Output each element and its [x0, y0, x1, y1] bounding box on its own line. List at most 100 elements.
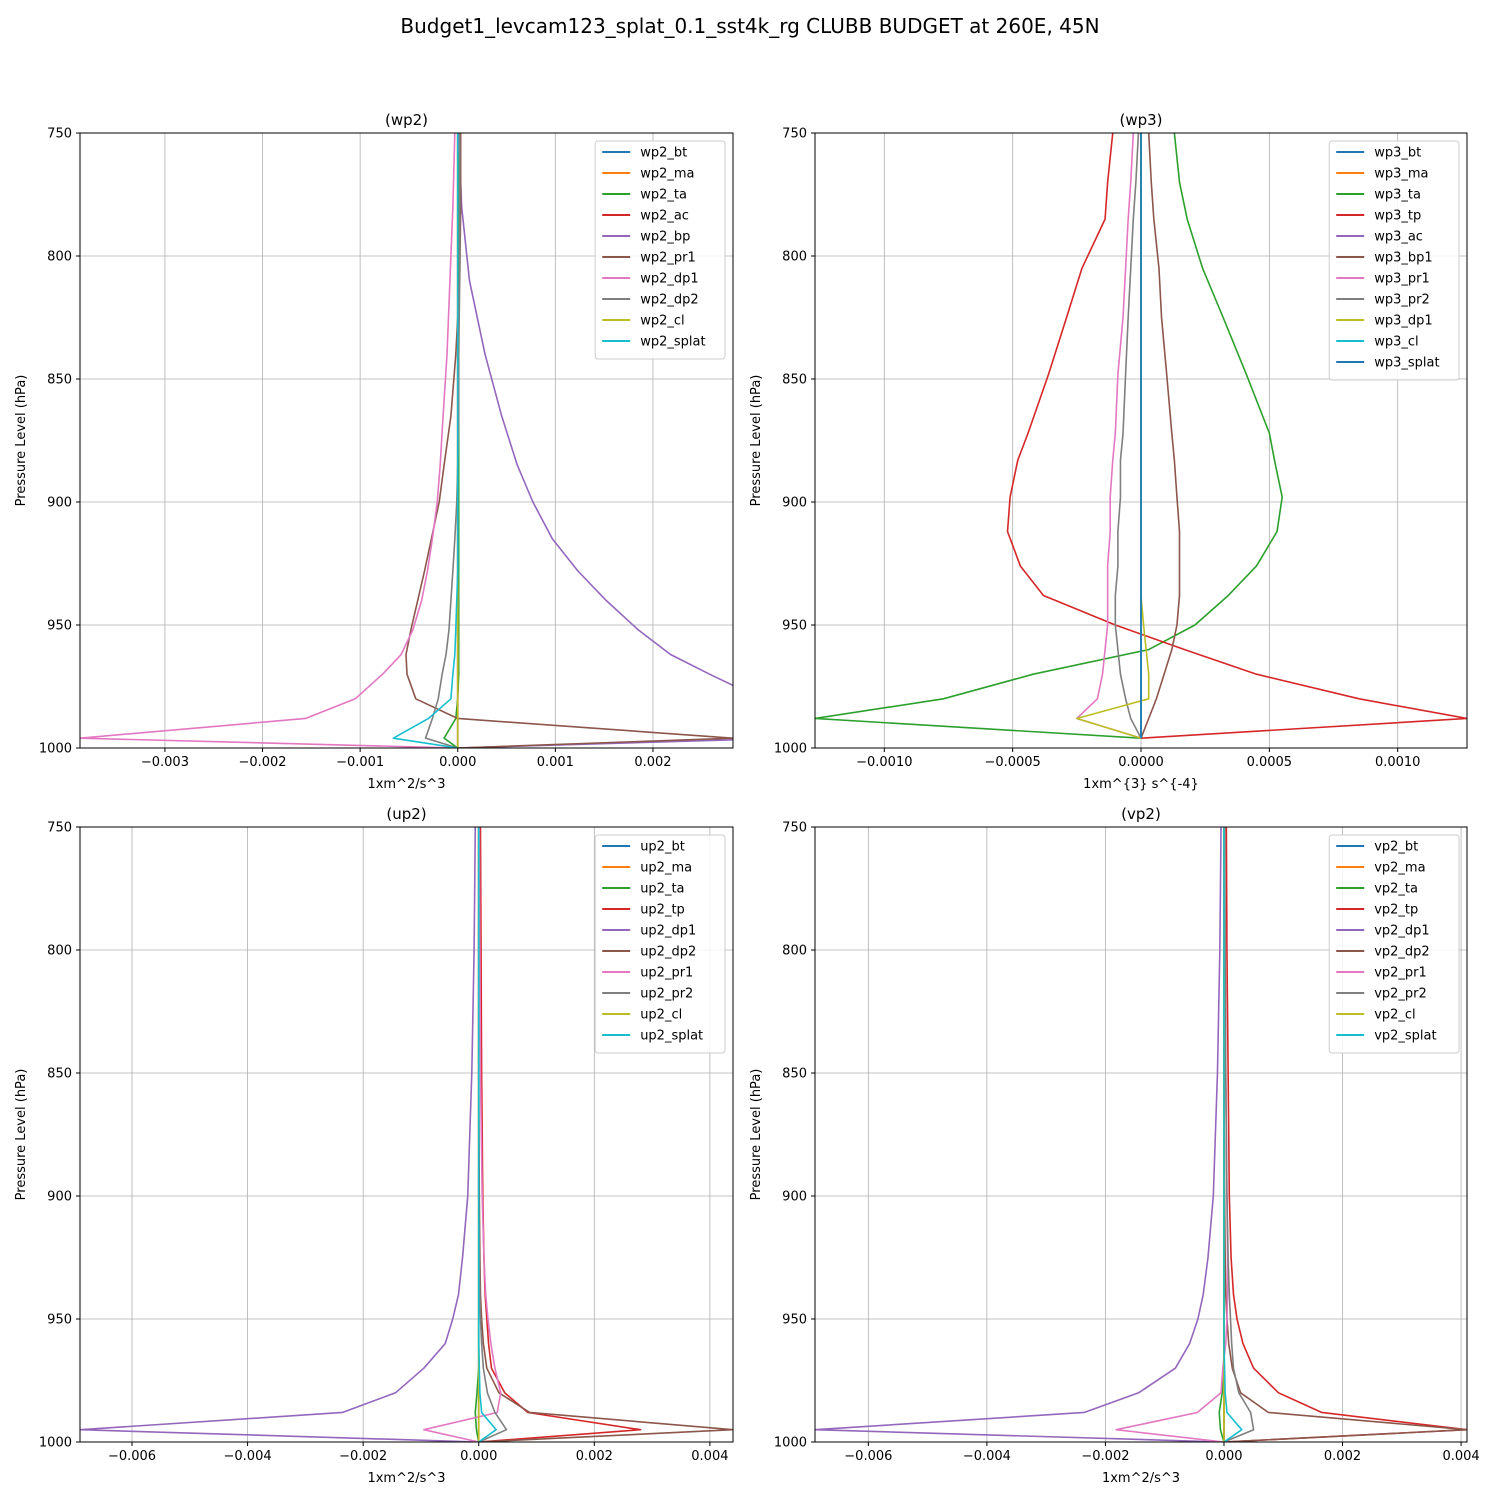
legend-label: wp3_dp1	[1374, 314, 1432, 329]
x-tick-label: −0.004	[963, 1449, 1011, 1464]
legend-label: up2_cl	[640, 1008, 682, 1023]
y-tick-label: 850	[782, 1067, 807, 1082]
series-line-vp2_tp	[1223, 827, 1467, 1442]
y-tick-label: 1000	[774, 1436, 807, 1451]
legend: wp3_bt wp3_ma wp3_ta wp3_tp wp3_ac wp3_bp1 wp3…	[1328, 140, 1460, 381]
x-tick-label: 0.000	[1205, 1449, 1242, 1464]
legend-label: wp3_ta	[1374, 188, 1421, 203]
legend: wp2_bt wp2_ma wp2_ta wp2_ac wp2_bp wp2_pr1 wp2…	[594, 140, 726, 360]
legend-label: wp2_bt	[640, 146, 687, 161]
y-tick-label: 750	[47, 821, 72, 836]
x-tick-label: −0.0010	[856, 755, 912, 770]
legend-label: wp3_ma	[1374, 167, 1428, 182]
figure-title: Budget1_levcam123_splat_0.1_sst4k_rg CLU…	[400, 14, 1100, 38]
legend-label: vp2_dp2	[1374, 945, 1430, 960]
series-group	[815, 827, 1467, 1442]
legend-label: vp2_tp	[1374, 903, 1418, 918]
legend: vp2_bt vp2_ma vp2_ta vp2_tp vp2_dp1 vp2_dp2vp…	[1328, 834, 1460, 1054]
legend-label: wp3_pr2	[1374, 293, 1430, 308]
axes-frame	[814, 826, 1468, 1443]
legend-label: up2_ta	[640, 882, 684, 897]
y-tick-label: 850	[782, 373, 807, 388]
series-line-vp2_pr2	[1223, 827, 1255, 1442]
legend-label: up2_pr2	[640, 987, 693, 1002]
x-tick-label: 0.0010	[1375, 755, 1421, 770]
x-tick-label: −0.002	[339, 1449, 387, 1464]
legend-label: wp3_ac	[1374, 230, 1423, 245]
legend-label: wp2_pr1	[640, 251, 696, 266]
x-tick-label: −0.002	[238, 755, 286, 770]
subplot-1: −0.003 −0.002 −0.001 0.000 0.001 0.002 750 800 8…	[14, 111, 734, 792]
legend-label: wp2_ma	[640, 167, 694, 182]
series-line-wp3_dp1	[1076, 133, 1150, 739]
x-tick-label: −0.006	[108, 1449, 156, 1464]
legend-label: up2_dp1	[640, 924, 696, 939]
y-tick-label: 950	[782, 1313, 807, 1328]
legend-label: wp2_splat	[640, 335, 705, 350]
legend-label: vp2_pr2	[1374, 987, 1427, 1002]
x-tick-label: 0.002	[634, 755, 671, 770]
series-line-vp2_splat	[1223, 827, 1243, 1442]
legend-label: vp2_ta	[1374, 882, 1418, 897]
legend-label: up2_tp	[640, 903, 685, 918]
y-axis-label: Pressure Level (hPa)	[749, 1069, 764, 1201]
legend: up2_bt up2_ma up2_ta up2_tp up2_dp1 up2_dp2up…	[594, 834, 726, 1054]
x-tick-label: 0.002	[1324, 1449, 1361, 1464]
series-line-wp3_ta	[815, 133, 1283, 739]
y-axis-label: Pressure Level (hPa)	[14, 1069, 29, 1201]
series-line-up2_dp1	[80, 827, 479, 1442]
legend-label: wp3_splat	[1374, 356, 1439, 371]
x-tick-label: 0.000	[460, 1449, 497, 1464]
legend-label: up2_ma	[640, 861, 692, 876]
y-tick-label: 750	[782, 821, 807, 836]
y-tick-label: 1000	[39, 1436, 72, 1451]
series-line-wp3_tp	[1006, 133, 1467, 739]
series-line-wp2_bp	[457, 133, 733, 748]
legend-label: up2_bt	[640, 840, 685, 855]
x-tick-label: 0.001	[537, 755, 574, 770]
y-tick-label: 950	[47, 619, 72, 634]
legend-label: vp2_bt	[1374, 840, 1418, 855]
legend-box	[594, 140, 726, 360]
x-tick-label: 0.0000	[1118, 755, 1164, 770]
legend-label: vp2_pr1	[1374, 966, 1427, 981]
x-tick-label: −0.001	[336, 755, 384, 770]
subplot-title: (wp2)	[385, 111, 428, 129]
x-tick-label: 0.004	[1442, 1449, 1479, 1464]
legend-label: up2_pr1	[640, 966, 693, 981]
x-axis-label: 1xm^{3} s^{-4}	[1083, 777, 1199, 792]
legend-label: wp2_dp2	[640, 293, 698, 308]
series-line-wp2_dp1	[80, 133, 458, 748]
x-tick-label: −0.006	[844, 1449, 892, 1464]
legend-label: up2_dp2	[640, 945, 696, 960]
series-line-wp3_bp1	[1140, 133, 1181, 739]
legend-box	[1328, 834, 1460, 1054]
x-tick-label: 0.002	[576, 1449, 613, 1464]
legend-label: up2_splat	[640, 1029, 703, 1044]
x-axis-label: 1xm^2/s^3	[1102, 1471, 1180, 1486]
series-line-wp3_pr2	[1114, 133, 1142, 739]
y-tick-label: 800	[47, 944, 72, 959]
legend-label: vp2_cl	[1374, 1008, 1415, 1023]
legend-box	[594, 834, 726, 1054]
y-tick-label: 800	[47, 250, 72, 265]
series-line-wp3_pr1	[1076, 133, 1142, 739]
y-axis-label: Pressure Level (hPa)	[749, 375, 764, 507]
series-group	[80, 133, 733, 748]
series-line-up2_splat	[477, 827, 497, 1442]
y-tick-label: 950	[782, 619, 807, 634]
x-tick-label: 0.000	[439, 755, 476, 770]
y-axis-label: Pressure Level (hPa)	[14, 375, 29, 507]
legend-label: wp2_ac	[640, 209, 689, 224]
y-tick-label: 950	[47, 1313, 72, 1328]
subplot-3: −0.006 −0.004 −0.002 0.000 0.002 0.004 750 800 8…	[14, 805, 734, 1486]
series-group	[80, 827, 733, 1442]
series-line-wp2_splat	[392, 133, 459, 748]
legend-label: wp2_cl	[640, 314, 684, 329]
legend-label: wp2_dp1	[640, 272, 698, 287]
subplot-title: (vp2)	[1121, 805, 1161, 823]
y-tick-label: 1000	[39, 742, 72, 757]
x-tick-label: 0.0005	[1247, 755, 1293, 770]
